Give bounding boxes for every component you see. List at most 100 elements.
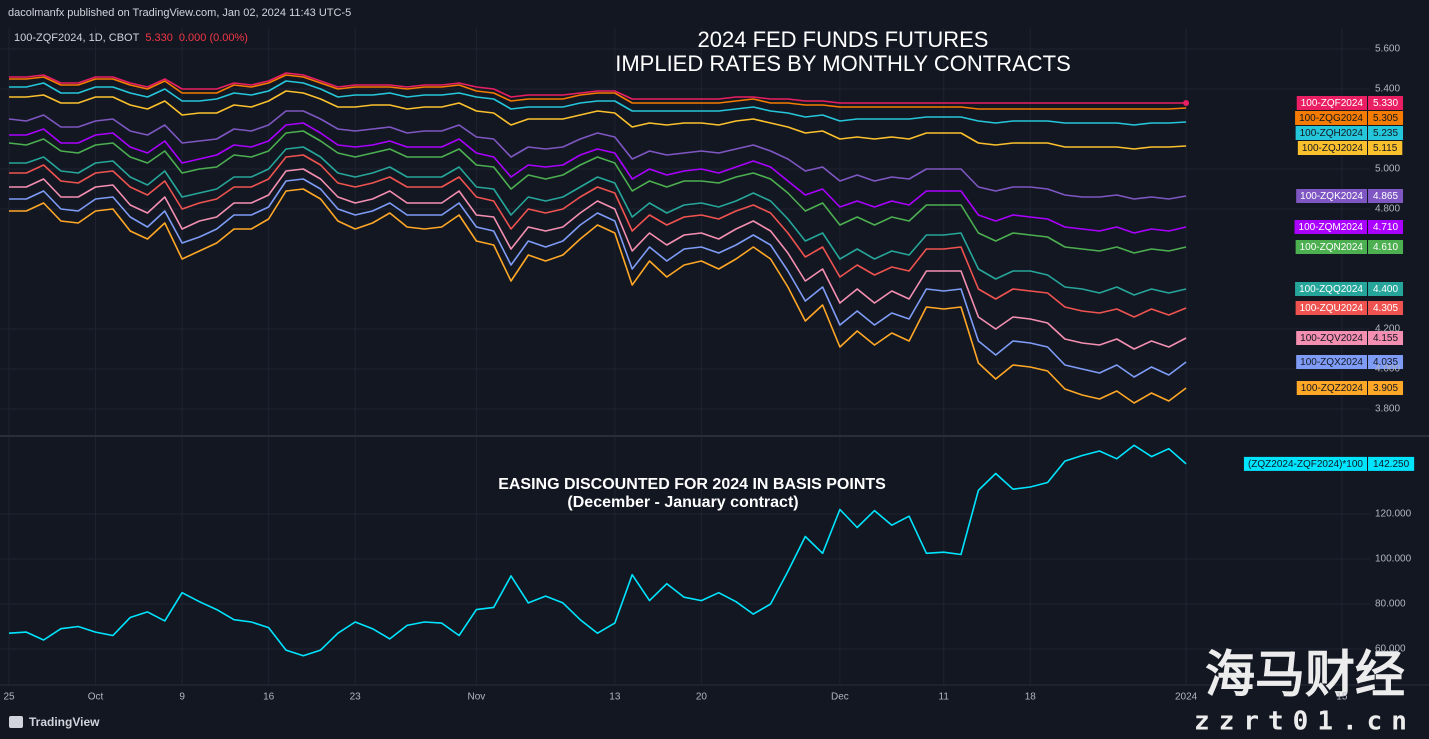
x-tick-label: 11 — [939, 692, 950, 703]
x-tick-label: 18 — [1025, 692, 1037, 703]
series-name-box — [1296, 331, 1367, 345]
x-tick-label: 20 — [696, 692, 708, 703]
series-line — [8, 130, 1187, 254]
series-value-label: 4.865 — [1373, 191, 1398, 202]
series-name-box — [1243, 456, 1367, 471]
series-name: 100-ZQV2024 — [1300, 333, 1363, 344]
y-tick-label: 120.000 — [1375, 509, 1412, 520]
series-line — [9, 178, 1187, 378]
series-label: 100-ZQU2024 4.305 — [1295, 301, 1404, 315]
series-label: 100-ZQK2024 4.865 — [1296, 189, 1404, 203]
y-tick-label: 5.000 — [1375, 164, 1400, 175]
series-value-box — [1368, 355, 1404, 369]
series-value-label: 4.710 — [1373, 222, 1398, 233]
series-name-box — [1294, 220, 1367, 234]
series-label: 100-ZQH2024 5.235 — [1295, 126, 1404, 140]
series-name: 100-ZQQ2024 — [1299, 284, 1363, 295]
series-label: 100-ZQG2024 5.305 — [1295, 111, 1404, 125]
series-value-box — [1368, 331, 1404, 345]
series-line — [9, 168, 1187, 350]
x-tick-label: Oct — [88, 692, 104, 703]
series-line — [9, 122, 1187, 234]
series-value-box — [1368, 96, 1404, 110]
chart-subtitle: IMPLIED RATES BY MONTHLY CONTRACTS — [615, 51, 1071, 76]
series-label: 100-ZQX2024 4.035 — [1296, 355, 1404, 369]
series-value-label: 4.610 — [1373, 242, 1398, 253]
series-name: 100-ZQM2024 — [1299, 222, 1364, 233]
series-name: 100-ZQF2024 — [1301, 98, 1364, 109]
legend: 100-ZQF2024, 1D, CBOT 5.330 0.000 (0.00%) — [14, 32, 248, 44]
series-name: 100-ZQH2024 — [1300, 128, 1364, 139]
series-value-label: 4.035 — [1373, 357, 1398, 368]
chart-title: 2024 FED FUNDS FUTURES — [698, 27, 989, 52]
series-name-box — [1297, 141, 1367, 155]
x-tick-label: Dec — [831, 692, 849, 703]
publisher: dacolmanfx published on TradingView.com,… — [8, 7, 351, 19]
series-value-label: 5.235 — [1373, 128, 1398, 139]
series-label: (ZQZ2024-ZQF2024)*100 142.250 — [1243, 456, 1415, 471]
series-labels: 100-ZQF2024 5.330 100-ZQG2024 5.305 100-ZQH2… — [1243, 96, 1415, 471]
series-line — [8, 444, 1187, 657]
x-tick-label: Nov — [467, 692, 485, 703]
series-line — [9, 90, 1187, 150]
series-value-box — [1368, 141, 1403, 155]
legend-price: 5.330 — [145, 32, 173, 44]
x-tick-label: 23 — [350, 692, 362, 703]
series-name: 100-ZQJ2024 — [1302, 143, 1364, 154]
y-tick-label: 4.200 — [1375, 324, 1400, 335]
series-value-box — [1368, 126, 1404, 140]
series-label: 100-ZQZ2024 3.905 — [1296, 381, 1404, 395]
watermark-url: zzrt01.cn — [1194, 707, 1416, 737]
series-value-label: 5.330 — [1373, 98, 1398, 109]
series-line — [9, 146, 1187, 296]
series-value-box — [1368, 381, 1404, 395]
series-name: (ZQZ2024-ZQF2024)*100 — [1248, 459, 1363, 470]
y-tick-label: 60.000 — [1375, 644, 1406, 655]
series-value-box — [1368, 111, 1404, 125]
grid — [0, 28, 1370, 685]
series-name-box — [1295, 126, 1367, 140]
lines — [8, 72, 1190, 657]
series-name-box — [1296, 96, 1367, 110]
y-tick-label: 3.800 — [1375, 404, 1400, 415]
series-name-box — [1295, 240, 1367, 254]
series-line — [9, 80, 1187, 126]
x-tick-label: 13 — [609, 692, 621, 703]
legend-change: 0.000 (0.00%) — [179, 32, 248, 44]
series-line — [8, 110, 1187, 200]
x-tick-label: 2024 — [1175, 692, 1198, 703]
series-name-box — [1296, 355, 1367, 369]
series-label: 100-ZQV2024 4.155 — [1296, 331, 1404, 345]
series-label: 100-ZQM2024 4.710 — [1294, 220, 1404, 234]
series-name: 100-ZQG2024 — [1299, 113, 1363, 124]
series-name-box — [1296, 381, 1367, 395]
series-label: 100-ZQJ2024 5.115 — [1297, 141, 1403, 155]
y-tick-label: 100.000 — [1375, 554, 1412, 565]
y-tick-label: 5.400 — [1375, 84, 1400, 95]
series-name: 100-ZQU2024 — [1300, 303, 1364, 314]
series-value-label: 4.400 — [1373, 284, 1398, 295]
series-line — [9, 188, 1187, 404]
series-line — [9, 74, 1187, 110]
x-tick-label: 16 — [263, 692, 275, 703]
last-point — [1183, 100, 1190, 106]
series-name-box — [1295, 111, 1367, 125]
series-value-box — [1368, 189, 1404, 203]
brand: TradingView — [29, 715, 100, 729]
series-value-label: 4.305 — [1373, 303, 1398, 314]
series-value-box — [1368, 282, 1404, 296]
series-label: 100-ZQQ2024 4.400 — [1295, 282, 1404, 296]
pane-title: EASING DISCOUNTED FOR 2024 IN BASIS POIN… — [498, 476, 886, 493]
series-value-box — [1368, 301, 1404, 315]
x-tick-label: 25 — [3, 692, 15, 703]
legend-symbol: 100-ZQF2024, 1D, CBOT — [14, 32, 140, 44]
y-tick-label: 4.000 — [1375, 364, 1400, 375]
watermark-name: 海马财经 — [1205, 646, 1405, 704]
y-tick-label: 5.600 — [1375, 44, 1400, 55]
series-label: 100-ZQN2024 4.610 — [1295, 240, 1404, 254]
series-value-box — [1368, 456, 1415, 471]
y-tick-label: 80.000 — [1375, 599, 1406, 610]
series-name-box — [1296, 189, 1367, 203]
